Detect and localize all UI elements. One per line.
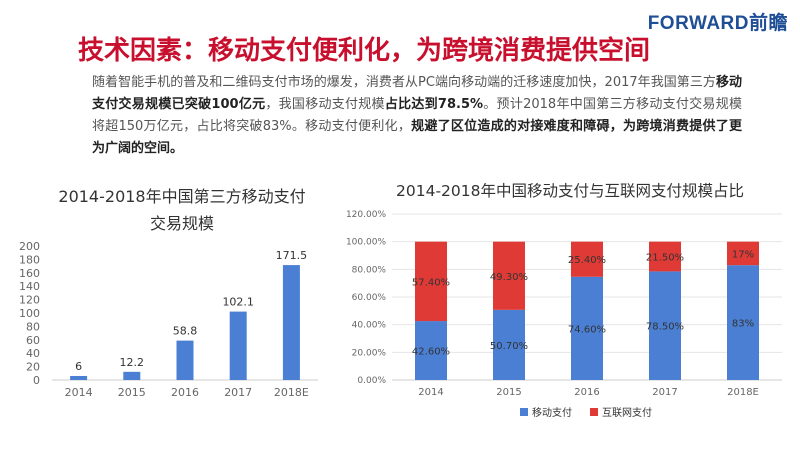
x-tick-label: 2015	[496, 387, 521, 398]
page-title: 技术因素：移动支付便利化，为跨境消费提供空间	[78, 36, 651, 66]
bar	[176, 340, 194, 380]
bar	[229, 311, 247, 380]
y-tick-label: 80.00%	[352, 265, 387, 275]
mobile-value-label: 50.70%	[490, 341, 528, 352]
x-tick-label: 2016	[574, 387, 599, 398]
internet-bar-segment	[649, 241, 681, 272]
internet-value-label: 21.50%	[646, 253, 684, 264]
y-tick-label: 100	[19, 307, 40, 320]
internet-bar-segment	[493, 241, 525, 310]
legend-label-internet: 互联网支付	[602, 408, 652, 419]
legend-label-mobile: 移动支付	[532, 408, 572, 419]
y-tick-label: 180	[19, 253, 40, 266]
legend-item-internet: 互联网支付	[590, 404, 652, 419]
internet-value-label: 25.40%	[568, 255, 606, 266]
bar-value-label: 102.1	[222, 296, 254, 309]
mobile-value-label: 83%	[732, 319, 754, 330]
mobile-bar-segment	[493, 309, 525, 380]
mobile-value-label: 42.60%	[412, 347, 450, 358]
y-tick-label: 200	[19, 240, 40, 253]
legend-swatch-mobile	[520, 407, 528, 416]
internet-bar-segment	[727, 241, 759, 266]
bar	[123, 371, 141, 380]
bar	[70, 375, 88, 380]
y-tick-label: 140	[19, 280, 40, 293]
y-tick-label: 160	[19, 267, 40, 280]
para-text-1: 随着智能手机的普及和二维码支付市场的爆发，消费者从PC端向移动端的迁移速度加快，…	[92, 75, 716, 90]
y-tick-label: 60.00%	[352, 293, 387, 303]
y-tick-label: 120.00%	[346, 210, 386, 220]
y-tick-label: 120	[19, 294, 40, 307]
y-tick-label: 0	[33, 374, 40, 387]
left-chart-title: 2014-2018年中国第三方移动支付 交易规模	[42, 183, 322, 237]
right-chart-title: 2014-2018年中国移动支付与互联网支付规模占比	[396, 182, 744, 200]
internet-value-label: 17%	[732, 249, 754, 260]
x-tick-label: 2018E	[274, 386, 309, 399]
internet-bar-segment	[571, 241, 603, 277]
y-tick-label: 20	[26, 361, 40, 374]
y-tick-label: 80	[26, 320, 40, 333]
mobile-bar-segment	[571, 276, 603, 380]
body-paragraph: 随着智能手机的普及和二维码支付市场的爆发，消费者从PC端向移动端的迁移速度加快，…	[92, 72, 742, 160]
mobile-bar-segment	[727, 265, 759, 380]
y-tick-label: 20.00%	[352, 348, 387, 358]
mobile-bar-segment	[415, 321, 447, 380]
x-tick-label: 2018E	[727, 387, 759, 398]
internet-value-label: 57.40%	[412, 277, 450, 288]
y-tick-label: 100.00%	[346, 238, 386, 248]
bar-value-label: 58.8	[173, 325, 198, 338]
mobile-value-label: 78.50%	[646, 322, 684, 333]
para-bold-3: 规避了区位造成的对接难度和障碍，为跨境消费提供了更为广阔的空间。	[92, 119, 742, 156]
x-tick-label: 2014	[418, 387, 443, 398]
left-chart-title-line2: 交易规模	[149, 214, 214, 233]
mobile-bar-segment	[649, 271, 681, 380]
para-bold-1: 移动支付交易规模已突破100亿元	[92, 75, 742, 112]
legend-item-mobile: 移动支付	[520, 404, 572, 419]
left-chart-title-line1: 2014-2018年中国第三方移动支付	[58, 187, 306, 206]
internet-value-label: 49.30%	[490, 272, 528, 283]
bar	[282, 265, 300, 380]
x-tick-label: 2015	[118, 386, 146, 399]
x-tick-label: 2017	[652, 387, 677, 398]
para-text-3: 。预计2018年中国第三方移动支付交易规模将超150万亿元，占比将突破83%。移…	[92, 97, 742, 134]
right-chart-legend: 移动支付 互联网支付	[520, 404, 652, 419]
y-tick-label: 60	[26, 334, 40, 347]
bar-value-label: 171.5	[276, 249, 308, 262]
bar-value-label: 12.2	[120, 356, 145, 369]
legend-swatch-internet	[590, 407, 598, 416]
y-tick-label: 0.00%	[357, 376, 386, 386]
x-tick-label: 2017	[224, 386, 252, 399]
x-tick-label: 2016	[171, 386, 199, 399]
mobile-value-label: 74.60%	[568, 324, 606, 335]
internet-bar-segment	[415, 241, 447, 322]
y-tick-label: 40.00%	[352, 321, 387, 331]
y-tick-label: 40	[26, 347, 40, 360]
logo: FORWARD前瞻	[647, 13, 788, 34]
x-tick-label: 2014	[65, 386, 93, 399]
para-text-2: ，我国移动支付规模	[265, 97, 385, 112]
para-bold-2: 占比达到78.5%	[384, 97, 484, 112]
bar-value-label: 6	[75, 360, 82, 373]
